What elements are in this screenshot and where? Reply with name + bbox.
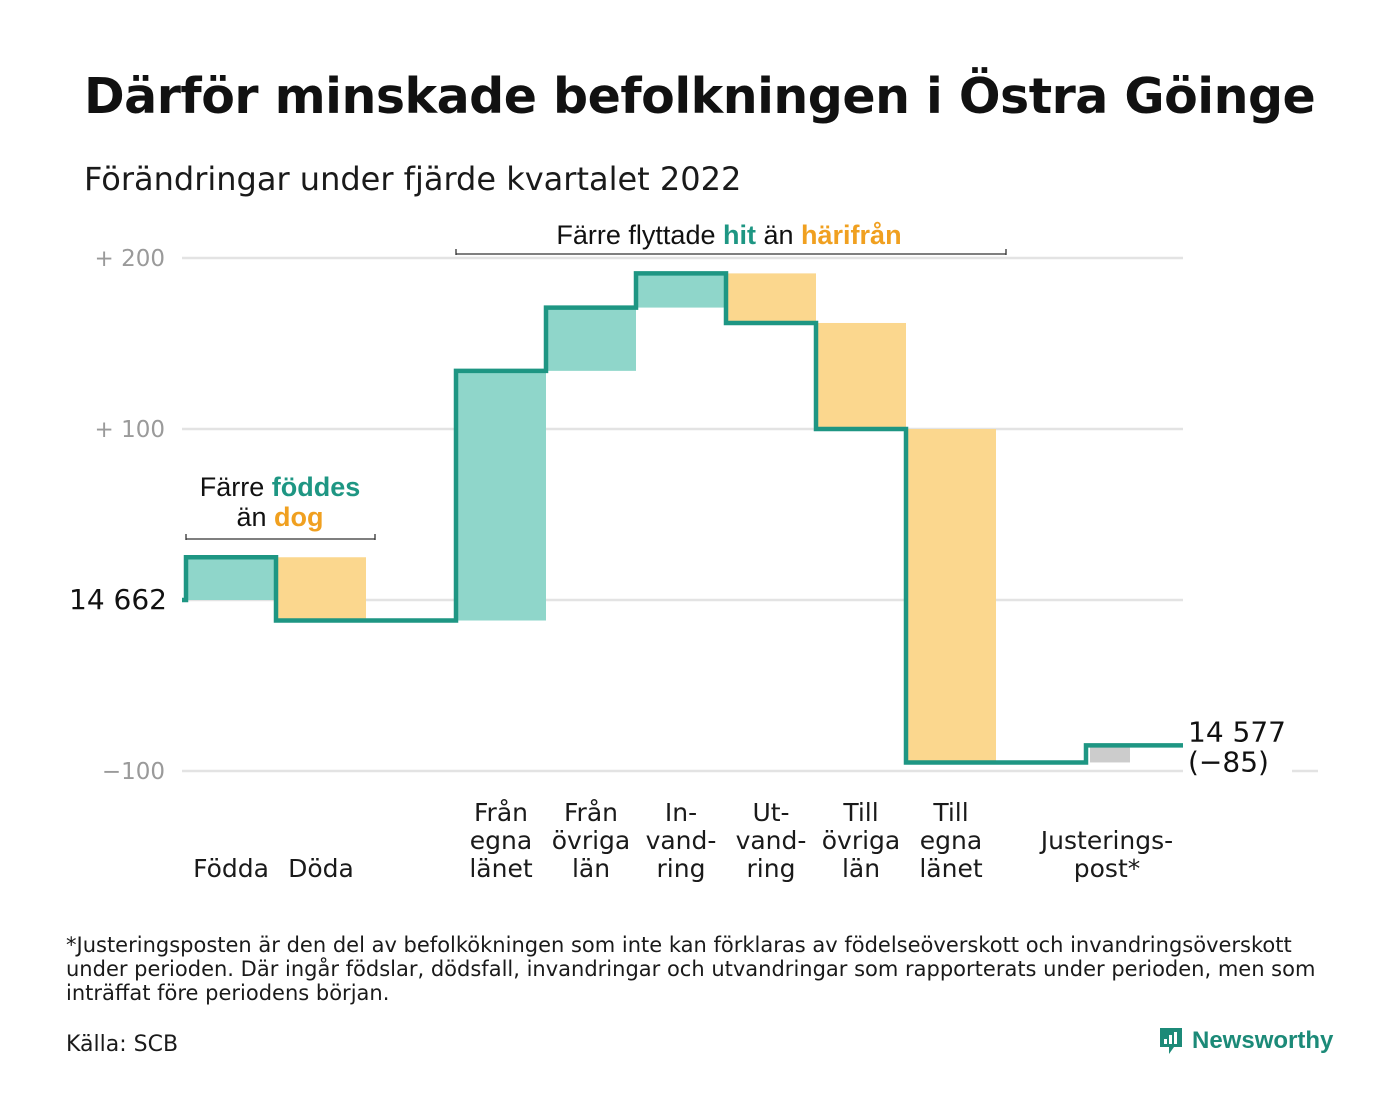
category-labels: Födda DödaFrånegnalänetFrånövrigalänIn-va… [193,798,1173,883]
migration-harifran: härifrån [801,220,902,250]
bar-justeringspost [1090,745,1130,763]
y-tick-label: + 200 [95,246,165,272]
bar-fran-egna-lanet [456,370,546,621]
footnote: *Justeringsposten är den del av befolkök… [66,933,1316,1005]
end-change-label: (−85) [1188,745,1269,778]
natural-dog: dog [274,502,323,532]
value-labels: 14 662 14 577(−85) [69,583,1286,778]
y-tick-label: −100 [102,759,165,785]
category-label-till-egna-lanet: Till [932,798,968,827]
category-label-fran-egna-lanet: egna [470,826,532,855]
migration-hit: hit [723,220,756,250]
category-label-till-ovriga-lan: län [842,854,880,883]
category-label-fran-egna-lanet: Från [474,798,528,827]
natural-annotation-line1: Färre föddes [200,472,361,502]
natural-foddes: föddes [272,472,361,502]
bar-fran-ovriga-lan [546,307,636,371]
bar-utvandring [726,273,816,323]
category-label-utvandring: ring [747,854,796,883]
category-label-till-egna-lanet: egna [920,826,982,855]
category-label-till-ovriga-lan: övriga [822,826,901,855]
category-label-invandring: vand- [646,826,717,855]
category-label-justeringspost: post* [1074,854,1141,883]
end-value-label: 14 577 [1188,715,1286,748]
start-value-label: 14 662 [69,583,167,616]
bar-till-ovriga-lan [816,322,906,429]
natural-prefix: Färre [200,472,272,502]
grid-lines [182,256,1318,773]
source-label: Källa: SCB [66,1032,179,1057]
category-label-invandring: ring [657,854,706,883]
category-label-fran-ovriga-lan: län [572,854,610,883]
brand-name: Newsworthy [1192,1027,1334,1054]
natural-annotation-line2: än dog [236,502,323,532]
brand-logo: Newsworthy [1158,1026,1333,1056]
newsworthy-logo-icon [1160,1028,1182,1054]
natural-annotation: Färre föddes än dog [185,472,376,540]
migration-annotation: Färre flyttade hit än härifrån [455,220,1007,255]
category-label-till-egna-lanet: länet [919,854,982,883]
running-total-line-path [182,271,1183,765]
natural-an: än [236,502,274,532]
category-label-utvandring: vand- [736,826,807,855]
running-total-line [182,271,1183,765]
migration-annotation-text: Färre flyttade hit än härifrån [556,220,901,250]
y-axis-ticks: + 200 + 100 −100 [95,246,165,785]
migration-middle: än [756,220,801,250]
waterfall-chart: + 200+ 100−100 Födda DödaFrånegnalänetFrå… [69,220,1318,883]
bars [186,273,1130,763]
bar-invandring [636,273,726,308]
bar-till-egna-lanet [906,429,996,763]
category-label-justeringspost: Justerings- [1039,826,1173,855]
bar-doda [276,557,366,621]
category-label-till-ovriga-lan: Till [842,798,878,827]
category-label-fran-ovriga-lan: övriga [552,826,631,855]
category-label-utvandring: Ut- [752,798,789,827]
migration-prefix: Färre flyttade [556,220,723,250]
y-tick-label: + 100 [95,417,165,443]
category-label-fran-ovriga-lan: Från [564,798,618,827]
category-label-fran-egna-lanet: länet [469,854,532,883]
chart-title: Därför minskade befolkningen i Östra Göi… [84,68,1316,125]
bar-fodda [186,557,276,600]
category-label-fodda: Födda [193,854,269,883]
category-label-doda: Döda [288,854,354,883]
category-label-invandring: In- [665,798,697,827]
chart-subtitle: Förändringar under fjärde kvartalet 2022 [84,160,742,198]
